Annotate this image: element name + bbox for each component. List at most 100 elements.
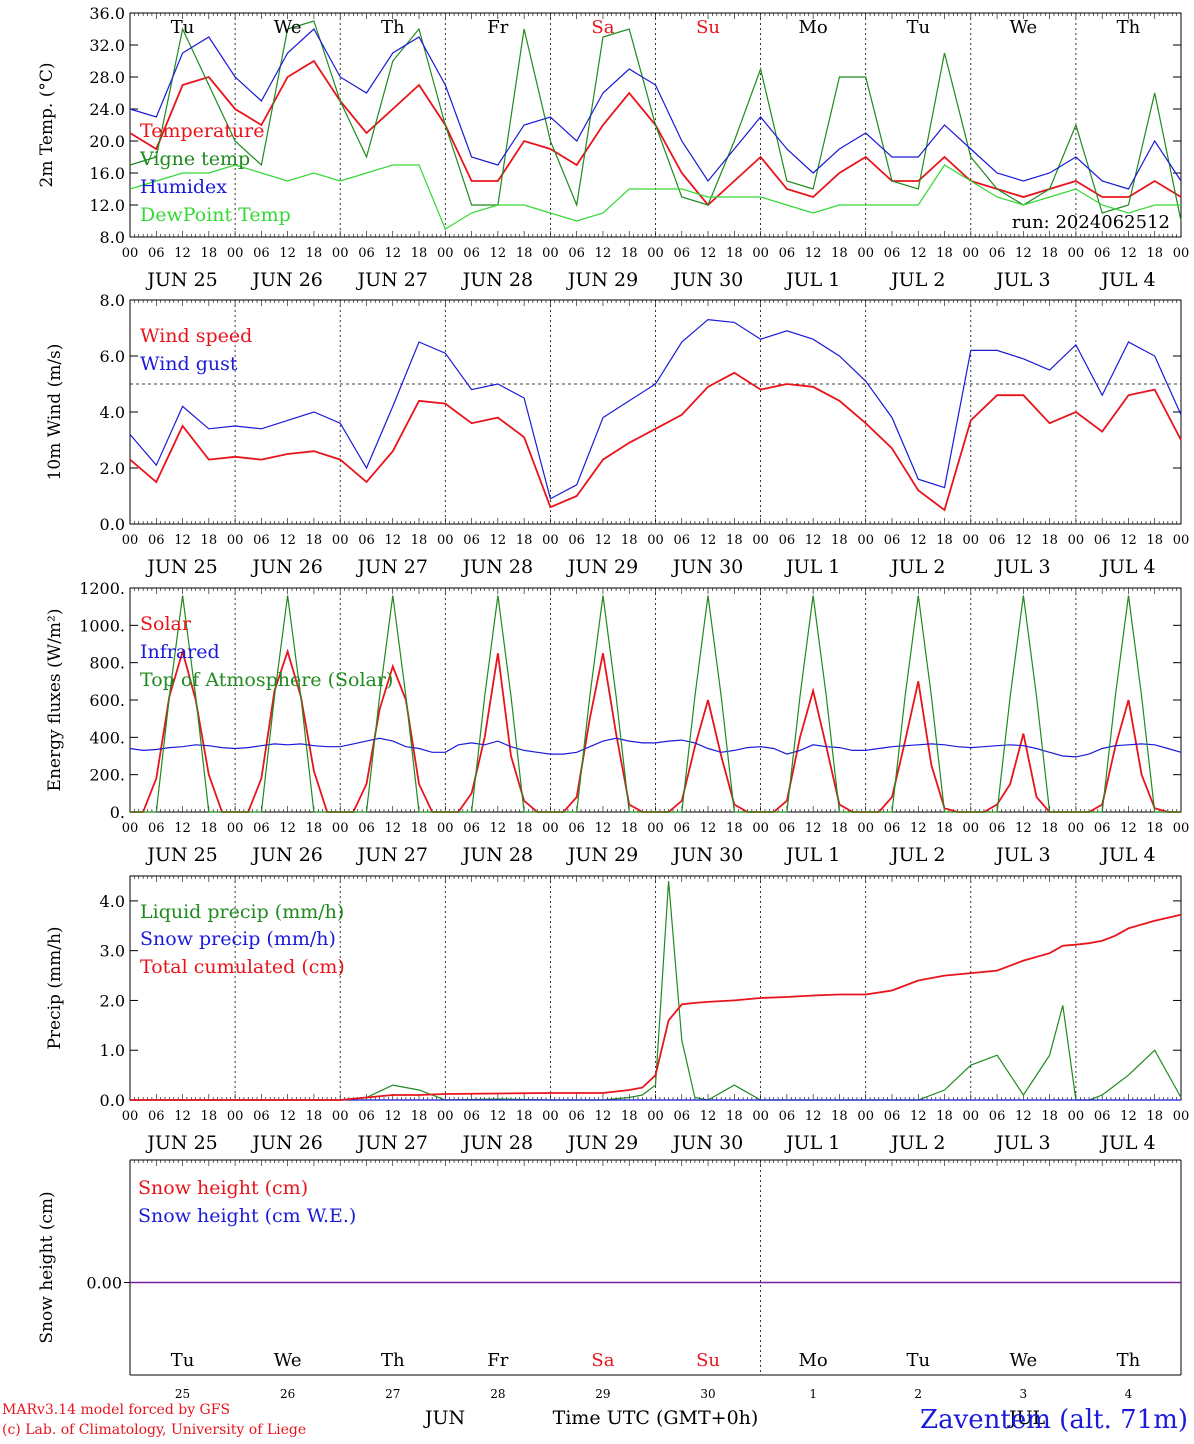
hour-tick-label: 12: [1120, 821, 1137, 836]
hour-tick-label: 06: [674, 246, 691, 261]
hour-tick-label: 18: [936, 821, 953, 836]
y-tick-label: 16.0: [89, 164, 125, 183]
legend-entry: Infrared: [140, 641, 220, 663]
day-name-top: Tu: [171, 17, 195, 38]
hour-tick-label: 18: [1041, 533, 1058, 548]
hour-tick-label: 00: [227, 533, 244, 548]
y-axis-label: 2m Temp. (°C): [37, 62, 57, 187]
station-label: Zaventem (alt. 71m): [920, 1405, 1188, 1435]
date-label: JUN 27: [356, 844, 428, 866]
series-line-0: [129, 371, 1182, 512]
day-name-top: Tu: [906, 17, 930, 38]
hour-tick-label: 12: [490, 821, 507, 836]
legend-entry: Snow precip (mm/h): [140, 928, 336, 950]
y-tick-label: 2.0: [100, 991, 125, 1010]
hour-tick-label: 00: [332, 533, 349, 548]
legend-entry: Top of Atmosphere (Solar): [140, 669, 393, 691]
date-label: JUN 27: [356, 556, 428, 578]
date-label: JUL 2: [889, 844, 945, 866]
hour-tick-label: 18: [621, 246, 638, 261]
hour-tick-label: 12: [279, 246, 296, 261]
day-name-bottom: Tu: [171, 1350, 195, 1371]
hour-tick-label: 12: [384, 821, 401, 836]
bottom-month-right: JUL: [1007, 1407, 1046, 1429]
day-name-top: We: [274, 17, 302, 38]
y-tick-label: 8.0: [100, 291, 125, 310]
hour-tick-label: 12: [805, 246, 822, 261]
hour-tick-label: 00: [752, 1109, 769, 1124]
hour-tick-label: 00: [332, 246, 349, 261]
y-tick-label: 600.: [89, 691, 125, 710]
date-label: JUL 1: [784, 1132, 840, 1154]
hour-tick-label: 00: [1068, 246, 1085, 261]
hour-tick-label: 12: [805, 1109, 822, 1124]
hour-tick-label: 12: [174, 246, 191, 261]
y-tick-label: 0.0: [100, 515, 125, 534]
hour-tick-label: 18: [411, 533, 428, 548]
date-label: JUN 26: [250, 1132, 322, 1154]
panel-4: 0.00 Snow height (cm) Snow height (cm) Snow…: [37, 1159, 1182, 1376]
day-number: 25: [175, 1387, 190, 1401]
hour-tick-label: 00: [647, 246, 664, 261]
hour-tick-label: 12: [1120, 246, 1137, 261]
y-tick-label: 3.0: [100, 942, 125, 961]
hour-tick-label: 12: [279, 1109, 296, 1124]
legend-entry: Liquid precip (mm/h): [140, 901, 344, 923]
day-name-top: Sa: [591, 17, 614, 38]
date-label: JUN 30: [671, 1132, 743, 1154]
hour-tick-label: 00: [122, 246, 139, 261]
hour-tick-label: 06: [253, 533, 270, 548]
hour-tick-label: 06: [568, 1109, 585, 1124]
hour-tick-label: 12: [700, 821, 717, 836]
hour-tick-label: 00: [963, 246, 980, 261]
hour-tick-label: 00: [227, 246, 244, 261]
series-line-1: [129, 318, 1182, 500]
hour-tick-label: 12: [279, 533, 296, 548]
day-name-bottom: Th: [1117, 1350, 1141, 1371]
hour-tick-label: 18: [936, 533, 953, 548]
date-label: JUN 25: [145, 844, 217, 866]
legend-entry: Wind speed: [140, 325, 252, 347]
panel-3: 0.0 1.0 2.0 3.0 4.0 Precip (mm/h) Liquid preci…: [45, 875, 1189, 1154]
hour-tick-label: 06: [1094, 246, 1111, 261]
day-name-top: Th: [381, 17, 405, 38]
hour-tick-label: 12: [1015, 533, 1032, 548]
hour-tick-label: 00: [963, 1109, 980, 1124]
hour-tick-label: 00: [542, 533, 559, 548]
hour-tick-label: 12: [595, 246, 612, 261]
day-name-bottom: Tu: [906, 1350, 930, 1371]
y-tick-label: 20.0: [89, 132, 125, 151]
y-tick-label: 12.0: [89, 196, 125, 215]
date-label: JUN 30: [671, 844, 743, 866]
hour-tick-label: 18: [201, 533, 218, 548]
hour-tick-label: 18: [411, 1109, 428, 1124]
day-name-bottom: Su: [696, 1350, 720, 1371]
hour-tick-label: 18: [201, 246, 218, 261]
hour-tick-label: 00: [857, 1109, 874, 1124]
hour-tick-label: 18: [516, 533, 533, 548]
legend-entry: Humidex: [140, 176, 227, 198]
hour-tick-label: 00: [857, 533, 874, 548]
date-label: JUN 28: [461, 556, 533, 578]
hour-tick-label: 00: [752, 821, 769, 836]
hour-tick-label: 00: [437, 821, 454, 836]
y-tick-label: 6.0: [100, 347, 125, 366]
hour-tick-label: 06: [148, 821, 165, 836]
hour-tick-label: 00: [647, 821, 664, 836]
hour-tick-label: 12: [384, 533, 401, 548]
hour-tick-label: 06: [253, 821, 270, 836]
hour-tick-label: 00: [437, 1109, 454, 1124]
legend-entry: Solar: [140, 613, 192, 635]
hour-tick-label: 18: [1146, 821, 1163, 836]
date-label: JUN 29: [566, 1132, 638, 1154]
date-label: JUN 26: [250, 269, 322, 291]
date-label: JUL 4: [1099, 269, 1155, 291]
y-tick-label: 800.: [89, 654, 125, 673]
hour-tick-label: 06: [253, 1109, 270, 1124]
hour-tick-label: 06: [1094, 1109, 1111, 1124]
hour-tick-label: 00: [332, 1109, 349, 1124]
day-number: 30: [700, 1387, 715, 1401]
hour-tick-label: 06: [674, 533, 691, 548]
date-label: JUL 4: [1099, 844, 1155, 866]
hour-tick-label: 12: [595, 1109, 612, 1124]
